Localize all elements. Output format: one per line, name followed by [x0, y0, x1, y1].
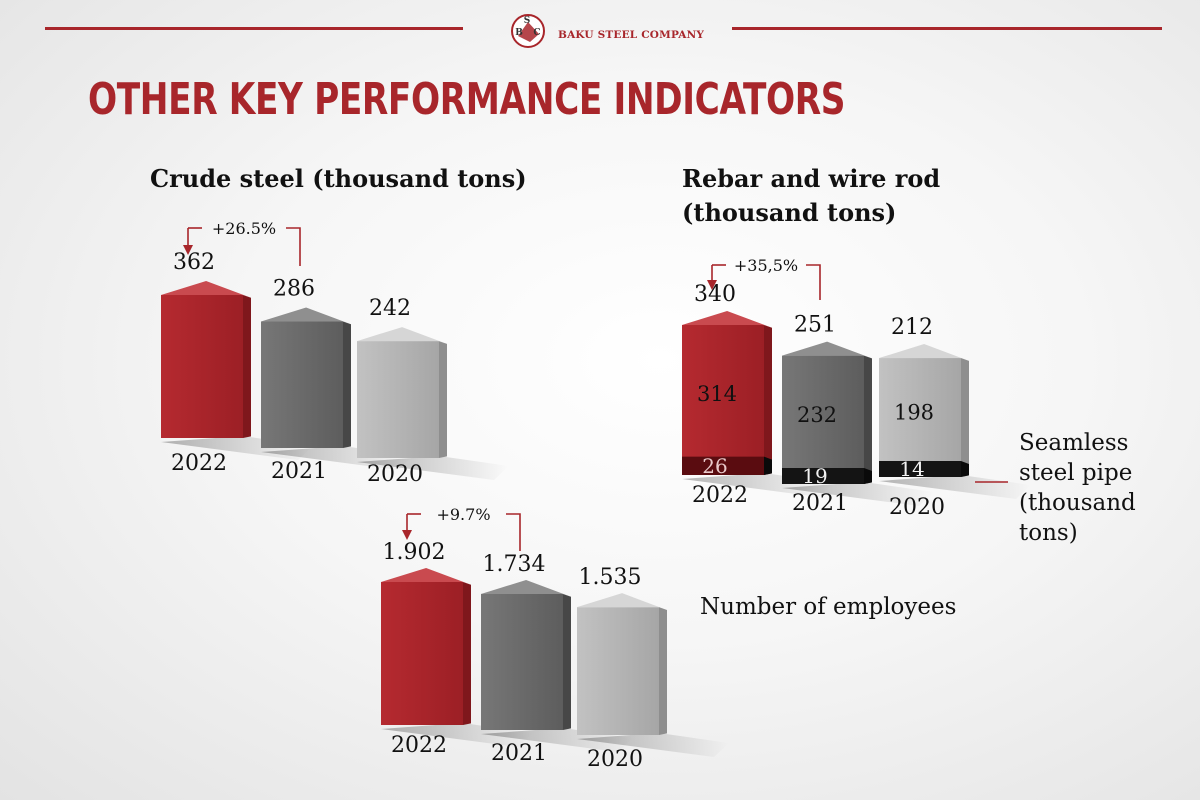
- page-title: OTHER KEY PERFORMANCE INDICATORS: [88, 74, 846, 125]
- rebar-year-label-2020: 2020: [889, 495, 945, 520]
- rebar-bar-2022-side: [764, 325, 772, 475]
- pipe-label-line-3: (thousand: [1019, 490, 1136, 516]
- crude-value-label-2020: 242: [369, 296, 411, 321]
- rebar-pipe-label-2020: 14: [899, 457, 924, 481]
- rebar-change-arrow-arrowhead: [707, 280, 717, 290]
- company-logo: S B C: [511, 14, 545, 48]
- rebar-bar-2022: [682, 325, 764, 475]
- crude-bar-2022: [161, 295, 243, 438]
- rebar-bar-2020-top: [879, 344, 969, 361]
- logo-letter-b: B: [515, 28, 523, 38]
- employees-change-arrow-arrowhead: [402, 530, 412, 540]
- crude-bar-2020-side: [439, 341, 447, 458]
- rebar-title-line-2: (thousand tons): [682, 198, 897, 227]
- crude-title-line: Crude steel (thousand tons): [150, 164, 527, 193]
- rebar-chart-title: Rebar and wire rod (thousand tons): [682, 162, 940, 230]
- rebar-main-label-2020: 198: [894, 401, 934, 425]
- employees-bar-2020-top: [577, 593, 667, 610]
- crude-value-label-2021: 286: [273, 277, 315, 302]
- crude-bar-2020-top: [357, 327, 447, 344]
- employees-bar-2020: [577, 607, 659, 735]
- pipe-series-label: Seamless steel pipe (thousand tons): [1019, 428, 1136, 548]
- rebar-pipe-side-2022: [764, 456, 772, 475]
- employees-value-label-2020: 1.535: [579, 565, 642, 590]
- employees-year-label-2021: 2021: [491, 741, 547, 766]
- rebar-pipe-segment-2022: [682, 456, 764, 475]
- rebar-main-label-2021: 232: [797, 403, 837, 427]
- employees-bar-2022-side: [463, 582, 471, 725]
- rebar-bar-2022-top: [682, 311, 772, 328]
- employees-bar-2020-side: [659, 607, 667, 735]
- rebar-value-label-2022: 340: [694, 282, 736, 307]
- crude-bar-2020: [357, 341, 439, 458]
- rebar-pipe-label-2022: 26: [702, 454, 727, 478]
- crude-change-arrow-arrowhead: [183, 245, 193, 255]
- rebar-pipe-side-2020: [961, 461, 969, 477]
- employees-change-arrow-label: +9.7%: [436, 505, 490, 524]
- rebar-pipe-label-2021: 19: [802, 464, 827, 488]
- crude-year-label-2022: 2022: [171, 451, 227, 476]
- logo-letter-s: S: [524, 16, 531, 26]
- rebar-change-arrow-label: +35,5%: [734, 256, 798, 275]
- crude-bar-2022-side: [243, 295, 251, 438]
- rebar-year-label-2022: 2022: [692, 483, 748, 508]
- rebar-bar-2021-shadow: [782, 482, 934, 506]
- rebar-year-label-2021: 2021: [792, 491, 848, 516]
- employees-bar-2020-shadow: [577, 733, 729, 757]
- crude-change-arrow-right-stem: [286, 227, 301, 266]
- crude-bar-2020-shadow: [357, 456, 509, 480]
- rebar-value-label-2021: 251: [794, 313, 836, 338]
- logo-letter-c: C: [533, 28, 540, 38]
- crude-change-arrow-label: +26.5%: [212, 219, 276, 238]
- employees-bar-2021-side: [563, 593, 571, 730]
- rebar-bar-2020: [879, 358, 961, 477]
- employees-bar-2022-top: [381, 568, 471, 585]
- rebar-bar-2020-side: [961, 358, 969, 477]
- rebar-bar-2021-side: [864, 355, 872, 484]
- pipe-label-line-4: tons): [1019, 520, 1078, 546]
- rebar-change-arrow-right-stem: [806, 264, 821, 300]
- header-rule-left: [45, 27, 463, 30]
- rebar-bar-2020-shadow: [879, 475, 1031, 499]
- employees-bar-2021: [481, 593, 563, 730]
- rebar-bar-2021-top: [782, 341, 872, 359]
- employees-value-label-2022: 1.902: [383, 540, 446, 565]
- company-name: BAKU STEEL COMPANY: [558, 29, 705, 41]
- crude-value-label-2022: 362: [173, 250, 215, 275]
- employees-bar-2021-top: [481, 579, 571, 597]
- pipe-label-line-1: Seamless: [1019, 430, 1129, 456]
- rebar-pipe-segment-2020: [879, 461, 961, 477]
- employees-chart-title: Number of employees: [700, 594, 957, 620]
- employees-change-arrow-right-stem: [506, 513, 521, 551]
- crude-bar-2021-side: [343, 321, 351, 448]
- employees-year-label-2022: 2022: [391, 733, 447, 758]
- rebar-bar-2021: [782, 355, 864, 484]
- rebar-title-line-1: Rebar and wire rod: [682, 164, 941, 193]
- rebar-pipe-side-2021: [864, 468, 872, 484]
- rebar-pipe-segment-2021: [782, 468, 864, 484]
- crude-bar-2021: [261, 321, 343, 448]
- crude-year-label-2020: 2020: [367, 462, 423, 487]
- employees-bar-2022: [381, 582, 463, 725]
- crude-bar-2022-top: [161, 281, 251, 298]
- pipe-label-line-2: steel pipe: [1019, 460, 1133, 486]
- crude-bar-2021-top: [261, 307, 351, 325]
- rebar-main-label-2022: 314: [697, 382, 737, 406]
- employees-year-label-2020: 2020: [587, 747, 643, 772]
- crude-chart-title: Crude steel (thousand tons): [150, 162, 527, 196]
- crude-year-label-2021: 2021: [271, 459, 327, 484]
- employees-value-label-2021: 1.734: [483, 552, 546, 577]
- rebar-value-label-2020: 212: [891, 315, 933, 340]
- header-rule-right: [732, 27, 1162, 30]
